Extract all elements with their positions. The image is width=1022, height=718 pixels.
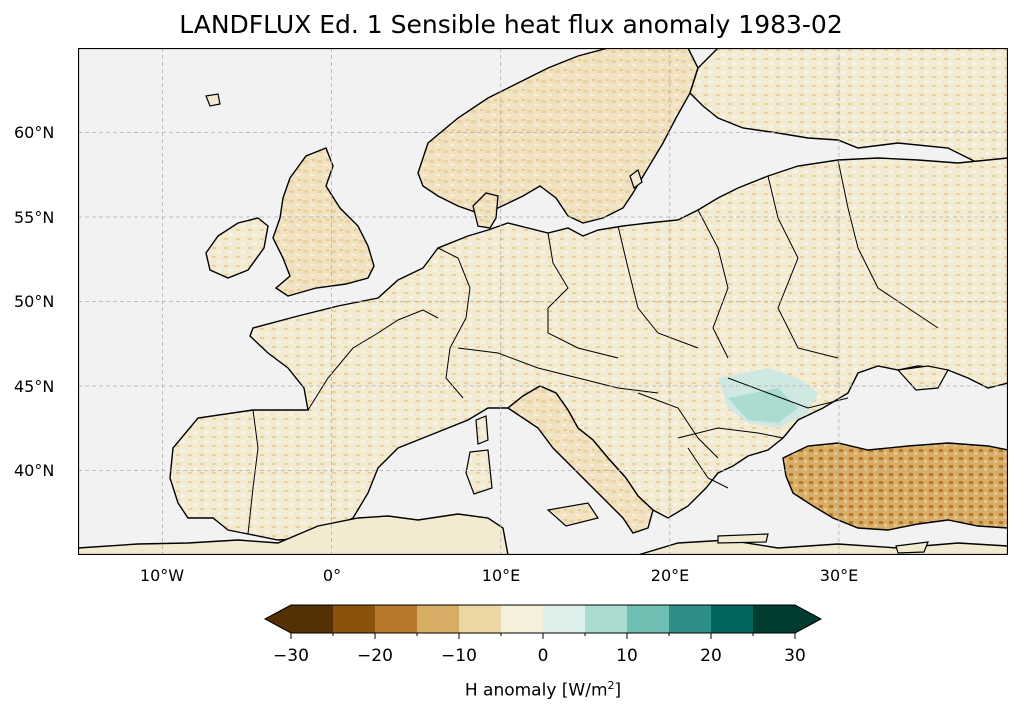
sicily-land [546, 502, 599, 527]
lat-tick-55: 55°N [14, 208, 55, 227]
lon-tick-0: 0° [322, 566, 342, 585]
colorbar-extend-low [265, 605, 291, 633]
colorbar-title-prefix: H anomaly [W/m [464, 680, 608, 701]
ireland-land [205, 217, 269, 279]
north-africa-land [78, 513, 509, 555]
lon-tick-10e: 10°E [481, 566, 521, 585]
corsica-land [475, 415, 489, 445]
colorbar-extend-high [795, 605, 821, 633]
colorbar-swatch [543, 605, 586, 633]
finland-land [689, 48, 1008, 164]
lat-tick-45: 45°N [14, 377, 55, 396]
colorbar [264, 604, 824, 644]
lon-tick-30e: 30°E [819, 566, 859, 585]
colorbar-tick-label: −10 [441, 646, 477, 666]
romania-anomaly [728, 388, 798, 423]
country-borders [247, 159, 939, 535]
colorbar-swatch [291, 605, 334, 633]
colorbar-title: H anomaly [W/m2] [465, 679, 621, 701]
colorbar-swatch [375, 605, 418, 633]
colorbar-swatch [711, 605, 754, 633]
colorbar-title-suffix: ] [614, 680, 622, 701]
crimea-land [896, 365, 949, 391]
cyprus-land [895, 541, 929, 554]
colorbar-tick-label: −30 [273, 646, 309, 666]
colorbar-swatch [501, 605, 544, 633]
colorbar-tick-label: 20 [700, 646, 722, 666]
lon-tick-20e: 20°E [650, 566, 690, 585]
crete-land [717, 533, 769, 544]
colorbar-swatch [585, 605, 628, 633]
sardinia-land [465, 449, 493, 495]
colorbar-tick-label: 10 [616, 646, 638, 666]
colorbar-title-sup: 2 [607, 679, 615, 692]
lat-tick-40: 40°N [14, 461, 55, 480]
shetland-land [205, 93, 221, 107]
colorbar-swatch [333, 605, 376, 633]
lon-tick-10w: 10°W [139, 566, 185, 585]
colorbar-swatch [627, 605, 670, 633]
map-title: LANDFLUX Ed. 1 Sensible heat flux anomal… [179, 10, 843, 39]
colorbar-swatch [669, 605, 712, 633]
colorbar-swatch [417, 605, 460, 633]
italy-land [506, 385, 654, 534]
gotland-land [629, 169, 643, 189]
gridlines [78, 48, 1008, 555]
lat-tick-60: 60°N [14, 123, 55, 142]
colorbar-tick-label: −20 [357, 646, 393, 666]
colorbar-svg [264, 604, 823, 639]
denmark-land [472, 192, 499, 229]
map-border [78, 48, 1008, 555]
lat-tick-50: 50°N [14, 292, 55, 311]
mainland-europe-land [169, 157, 1008, 541]
map-svg [78, 48, 1008, 555]
colorbar-swatch [459, 605, 502, 633]
map-panel [78, 48, 1008, 555]
colorbar-tick-label: 0 [537, 646, 549, 666]
colorbar-swatch [753, 605, 796, 633]
colorbar-tick-label: 30 [784, 646, 806, 666]
